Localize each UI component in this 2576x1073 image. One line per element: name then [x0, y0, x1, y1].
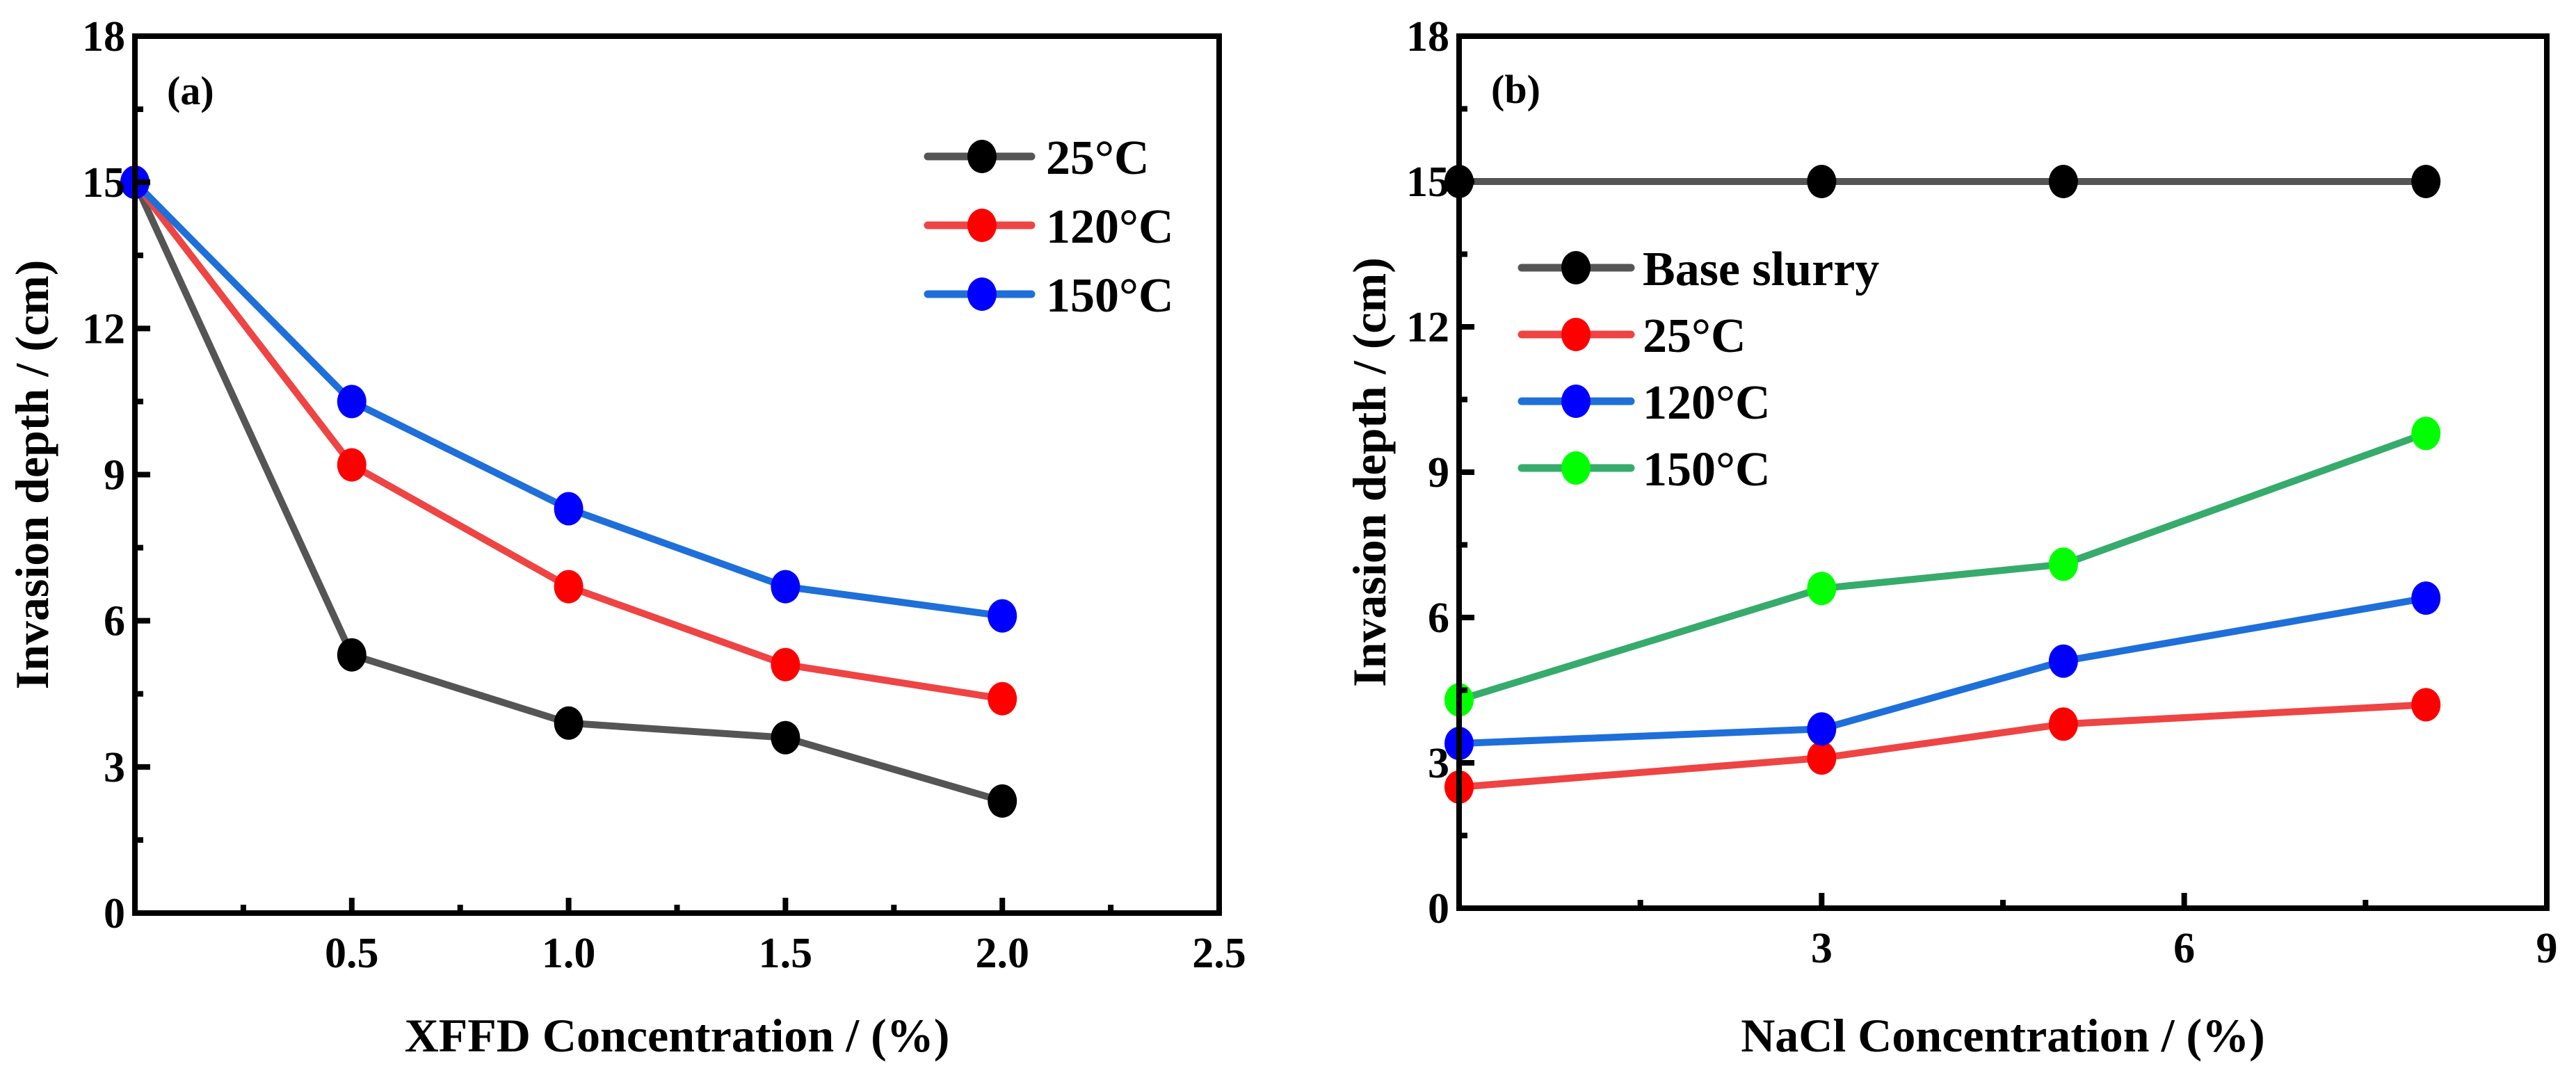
legend-item: 120°C	[924, 200, 1174, 254]
legend-label: 25°C	[1643, 309, 1746, 363]
data-point	[2048, 707, 2078, 741]
data-point	[771, 720, 800, 755]
x-tick-label: 9	[2536, 925, 2558, 972]
panel-label: (a)	[167, 68, 214, 113]
legend-label: 150°C	[1046, 269, 1174, 323]
legend-marker	[1561, 318, 1591, 351]
x-axis-title: NaCl Concentration / (%)	[1741, 1009, 2265, 1062]
series-line	[1458, 595, 2427, 748]
data-point	[337, 448, 367, 482]
data-point	[1807, 165, 1837, 198]
y-axis-title: Invasion depth / (cm)	[6, 260, 58, 690]
legend-label: 120°C	[1046, 200, 1174, 254]
x-tick-label: 6	[2173, 925, 2195, 972]
legend-marker	[1561, 385, 1591, 418]
legend-marker	[1561, 451, 1591, 485]
y-tick-label: 12	[1406, 304, 1449, 351]
series-line	[132, 179, 1003, 620]
data-point	[2411, 688, 2441, 722]
chart-panel-b: 0 3 6 9 12 15 18 3 6 9 NaCl Concentration / (%) Inv…	[1343, 13, 2558, 1062]
y-tick-label: 15	[1406, 159, 1449, 206]
y-tick-label: 9	[104, 452, 125, 499]
y-tick-label: 6	[104, 598, 125, 645]
y-tick-label: 3	[1428, 740, 1449, 787]
data-point	[554, 706, 583, 740]
legend-item: 120°C	[1518, 376, 1771, 430]
legend-marker	[967, 140, 997, 173]
series-line	[132, 180, 1003, 702]
x-tick-label: 0.5	[325, 930, 379, 977]
legend: 25°C 120°C 150°C	[924, 131, 1174, 323]
legend: Base slurry 25°C 120°C 150°C	[1518, 243, 1879, 497]
data-point	[771, 647, 800, 681]
data-point	[988, 681, 1017, 716]
y-tick-label: 0	[1428, 885, 1449, 933]
legend-item: Base slurry	[1518, 243, 1879, 296]
panel-label: (b)	[1491, 67, 1540, 112]
data-point	[337, 385, 367, 419]
data-point	[2411, 581, 2441, 615]
data-point	[554, 492, 583, 526]
legend-marker	[967, 209, 997, 242]
x-tick-label: 3	[1811, 925, 1833, 972]
y-tick-label: 12	[82, 305, 125, 353]
series-line	[1458, 701, 2426, 791]
y-tick-label: 18	[1406, 13, 1449, 60]
y-tick-label: 6	[1428, 595, 1449, 642]
chart-panel-a: 0 3 6 9 12 15 18 0.5 1.0 1.5 2.0 2.5 XFFD Concentrat…	[6, 13, 1246, 1062]
data-point	[1807, 572, 1837, 606]
legend-label: 120°C	[1643, 376, 1771, 430]
legend-marker	[1561, 251, 1591, 284]
legend-item: 25°C	[1518, 309, 1746, 363]
x-tick-label: 2.5	[1192, 930, 1246, 977]
data-point	[554, 570, 583, 604]
legend-marker	[967, 277, 997, 311]
data-point	[2411, 417, 2441, 451]
y-tick-label: 3	[104, 744, 125, 791]
x-tick-label: 1.0	[542, 930, 596, 977]
legend-item: 150°C	[924, 269, 1174, 323]
legend-item: 25°C	[924, 131, 1150, 185]
data-point	[771, 570, 800, 604]
data-point	[2048, 547, 2078, 581]
data-point	[1807, 741, 1837, 775]
legend-label: 25°C	[1046, 131, 1150, 185]
y-tick-label: 9	[1428, 449, 1449, 497]
legend-item: 150°C	[1518, 443, 1771, 497]
data-point	[2048, 644, 2078, 678]
data-point	[1807, 712, 1837, 746]
data-point	[988, 784, 1017, 818]
y-axis-title: Invasion depth / (cm)	[1343, 257, 1396, 687]
data-point	[2411, 165, 2441, 198]
legend-label: Base slurry	[1643, 243, 1879, 296]
series-line	[1458, 430, 2427, 704]
x-tick-label: 1.5	[759, 930, 813, 977]
legend-label: 150°C	[1643, 443, 1771, 497]
x-axis-title: XFFD Concentration / (%)	[405, 1009, 950, 1062]
data-point	[2048, 165, 2078, 198]
y-tick-label: 15	[82, 159, 125, 207]
y-tick-label: 18	[82, 13, 125, 60]
y-tick-label: 0	[104, 890, 125, 937]
x-tick-label: 2.0	[975, 930, 1029, 977]
data-point	[988, 599, 1017, 633]
data-point	[337, 638, 367, 672]
